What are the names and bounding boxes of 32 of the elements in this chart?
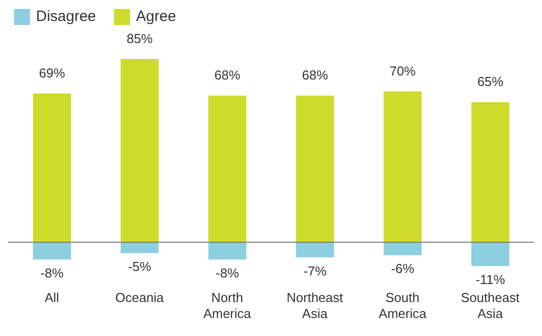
data-label: 65% [477,74,504,90]
bar [120,242,159,254]
x-tick-label: South America [378,290,428,321]
bar [384,91,422,242]
data-label: 70% [390,63,416,78]
data-label: -8% [216,266,240,281]
x-tick-label: Oceania [115,290,164,305]
data-label: -7% [303,263,327,278]
x-tick-label: Southeast Asia [460,290,520,321]
bar [296,96,334,242]
bar [384,242,422,256]
data-label: 85% [126,31,154,46]
bar [208,96,246,242]
bar [120,59,159,242]
x-tick-label: North America [203,290,252,321]
data-label: -8% [40,266,64,281]
bar [471,242,510,266]
bar [208,242,246,260]
data-label: -6% [391,261,415,276]
bar [471,102,510,242]
bar [33,94,71,242]
data-label: 69% [38,66,66,80]
data-label: 68% [302,68,328,83]
data-label: 68% [214,68,241,83]
data-label: -11% [476,272,506,287]
x-tick-label: All [44,290,60,305]
legend-label: Disagree [35,8,96,25]
bar [33,242,71,260]
data-label: -5% [128,259,152,274]
x-tick-label: Northeast Asia [286,290,344,321]
legend-label: Agree [135,8,176,25]
bar [296,242,334,258]
